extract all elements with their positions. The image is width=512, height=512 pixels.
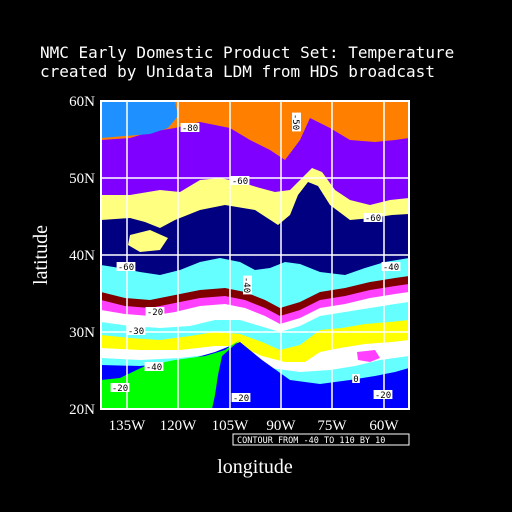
y-tick-labels: 60N 50N 40N 30N 20N bbox=[69, 94, 95, 418]
contour-caption: CONTOUR FROM -40 TO 110 BY 10 bbox=[237, 436, 385, 446]
contour-label: -60 bbox=[363, 213, 383, 224]
y-tick-label: 20N bbox=[69, 402, 95, 418]
contour-label: -40 bbox=[241, 275, 252, 295]
contour-label-text: -20 bbox=[112, 384, 128, 394]
x-tick-label: 90W bbox=[266, 418, 296, 434]
contour-label: -40 bbox=[381, 262, 401, 273]
contour-label: -30 bbox=[126, 326, 146, 337]
contour-label-text: -80 bbox=[182, 124, 198, 134]
contour-label-text: -30 bbox=[128, 327, 144, 337]
contour-label-text: -40 bbox=[383, 263, 399, 273]
contour-label: -20 bbox=[110, 383, 130, 394]
y-tick-label: 60N bbox=[69, 94, 95, 110]
x-tick-label: 120W bbox=[160, 418, 198, 434]
map-frame bbox=[100, 100, 410, 410]
contour-label-text: -60 bbox=[118, 263, 134, 273]
contour-label: 0 bbox=[352, 374, 360, 385]
y-tick-label: 40N bbox=[69, 248, 95, 264]
contour-label: -20 bbox=[231, 393, 251, 404]
caption-box bbox=[232, 433, 410, 446]
band-green bbox=[101, 340, 240, 409]
contour-label-text: -20 bbox=[375, 391, 391, 401]
contour-label: -20 bbox=[373, 390, 393, 401]
y-tick-label: 30N bbox=[69, 325, 95, 341]
grid-lines bbox=[101, 101, 409, 409]
contour-label-text: -20 bbox=[233, 394, 249, 404]
contour-label: -50 bbox=[290, 112, 301, 132]
band-magenta-patch bbox=[357, 350, 380, 362]
x-tick-label: 60W bbox=[369, 418, 399, 434]
contour-label-text: -50 bbox=[290, 114, 300, 130]
x-tick-label: 75W bbox=[317, 418, 347, 434]
band-lightblue bbox=[101, 101, 178, 138]
x-tick-label: 135W bbox=[109, 418, 147, 434]
contour-label-text: -40 bbox=[146, 363, 162, 373]
contour-label-text: -60 bbox=[365, 214, 381, 224]
contour-label: -60 bbox=[230, 176, 250, 187]
contour-label-text: -20 bbox=[147, 308, 163, 318]
band-yellow-island bbox=[128, 230, 168, 252]
title-line-1: NMC Early Domestic Product Set: Temperat… bbox=[40, 43, 454, 62]
x-tick-label: 105W bbox=[212, 418, 250, 434]
contour-label: -40 bbox=[144, 362, 164, 373]
contour-label-text: -40 bbox=[241, 277, 251, 293]
contour-label: -80 bbox=[180, 123, 200, 134]
title-line-2: created by Unidata LDM from HDS broadcas… bbox=[40, 62, 435, 81]
x-axis-label: longitude bbox=[217, 456, 293, 478]
contour-label-text: 0 bbox=[353, 375, 358, 385]
contour-labels: -80 -50-60-60-60-40-40-40-30-20-200-20-20 bbox=[110, 112, 401, 404]
x-tick-labels: 135W 120W 105W 90W 75W 60W bbox=[109, 418, 400, 434]
y-tick-label: 50N bbox=[69, 171, 95, 187]
contour-label: -60 bbox=[116, 262, 136, 273]
contour-label-text: -60 bbox=[232, 177, 248, 187]
y-axis-label: latitude bbox=[30, 225, 52, 285]
contour-label: -20 bbox=[145, 307, 165, 318]
